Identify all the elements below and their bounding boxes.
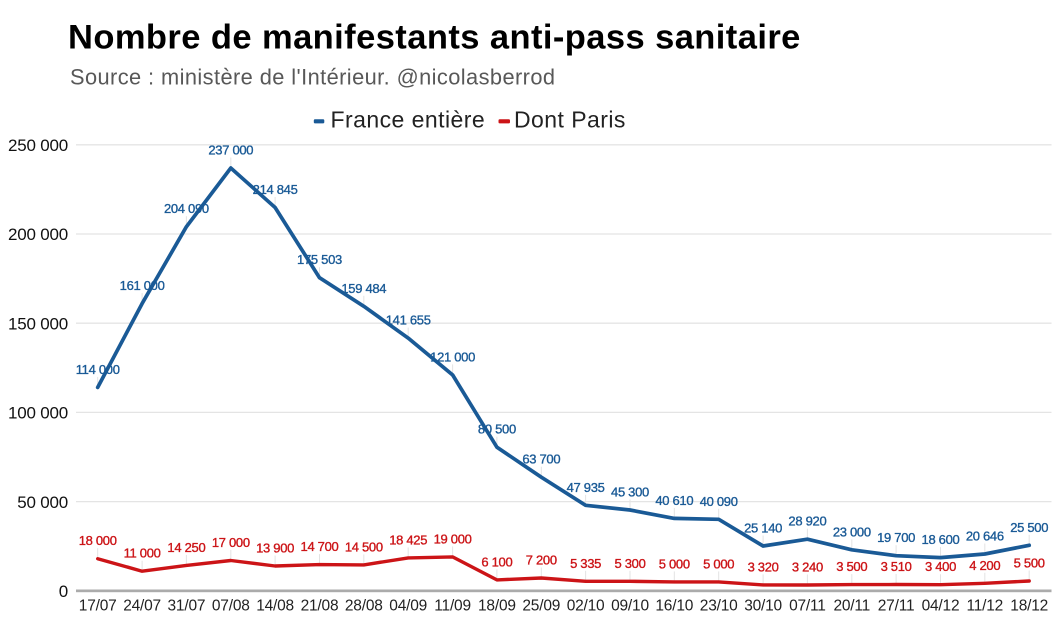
svg-text:13 900: 13 900 bbox=[256, 541, 294, 556]
svg-text:09/10: 09/10 bbox=[611, 598, 649, 615]
svg-text:17/07: 17/07 bbox=[79, 598, 117, 615]
svg-text:50 000: 50 000 bbox=[17, 493, 68, 512]
svg-text:25/09: 25/09 bbox=[522, 598, 560, 615]
svg-text:27/11: 27/11 bbox=[878, 598, 915, 615]
svg-text:5 500: 5 500 bbox=[1014, 556, 1045, 571]
svg-text:14 700: 14 700 bbox=[301, 539, 339, 554]
svg-text:14 500: 14 500 bbox=[345, 539, 383, 554]
svg-text:3 400: 3 400 bbox=[925, 559, 956, 574]
svg-text:175 503: 175 503 bbox=[297, 252, 342, 267]
svg-text:02/10: 02/10 bbox=[567, 598, 605, 615]
svg-text:21/08: 21/08 bbox=[301, 598, 339, 615]
svg-text:100 000: 100 000 bbox=[8, 404, 68, 423]
svg-text:04/12: 04/12 bbox=[922, 598, 960, 615]
svg-text:France entière: France entière bbox=[331, 107, 486, 133]
svg-text:07/11: 07/11 bbox=[789, 598, 826, 615]
svg-text:200 000: 200 000 bbox=[8, 225, 68, 244]
svg-text:17 000: 17 000 bbox=[212, 535, 250, 550]
svg-text:4 200: 4 200 bbox=[969, 558, 1000, 573]
svg-text:5 000: 5 000 bbox=[659, 556, 690, 571]
svg-text:Nombre de manifestants anti-pa: Nombre de manifestants anti-pass sanitai… bbox=[68, 19, 801, 57]
svg-text:11/09: 11/09 bbox=[434, 598, 471, 615]
svg-text:19 000: 19 000 bbox=[434, 531, 472, 546]
svg-text:0: 0 bbox=[59, 582, 68, 601]
svg-text:214 845: 214 845 bbox=[253, 182, 298, 197]
svg-text:141 655: 141 655 bbox=[386, 313, 431, 328]
svg-text:121 000: 121 000 bbox=[430, 349, 475, 364]
svg-text:45 300: 45 300 bbox=[611, 485, 649, 500]
svg-text:28/08: 28/08 bbox=[345, 598, 383, 615]
svg-text:47 935: 47 935 bbox=[567, 480, 605, 495]
svg-text:3 500: 3 500 bbox=[836, 559, 867, 574]
svg-text:18 600: 18 600 bbox=[922, 532, 960, 547]
svg-text:18/09: 18/09 bbox=[478, 598, 516, 615]
svg-text:5 335: 5 335 bbox=[570, 556, 601, 571]
svg-text:14/08: 14/08 bbox=[256, 598, 294, 615]
svg-text:07/08: 07/08 bbox=[212, 598, 250, 615]
svg-text:3 320: 3 320 bbox=[748, 559, 779, 574]
svg-text:14 250: 14 250 bbox=[167, 540, 205, 555]
svg-text:20/11: 20/11 bbox=[833, 598, 870, 615]
svg-text:40 610: 40 610 bbox=[655, 493, 693, 508]
svg-text:19 700: 19 700 bbox=[877, 530, 915, 545]
svg-text:5 300: 5 300 bbox=[614, 556, 645, 571]
svg-text:7 200: 7 200 bbox=[526, 553, 557, 568]
svg-text:3 510: 3 510 bbox=[881, 559, 912, 574]
svg-text:6 100: 6 100 bbox=[481, 554, 512, 569]
svg-text:25 500: 25 500 bbox=[1010, 520, 1048, 535]
svg-text:20 646: 20 646 bbox=[966, 529, 1004, 544]
svg-text:30/10: 30/10 bbox=[744, 598, 782, 615]
svg-text:63 700: 63 700 bbox=[522, 452, 560, 467]
svg-text:150 000: 150 000 bbox=[8, 314, 68, 333]
svg-text:3 240: 3 240 bbox=[792, 560, 823, 575]
svg-text:11/12: 11/12 bbox=[966, 598, 1003, 615]
svg-text:204 090: 204 090 bbox=[164, 201, 209, 216]
svg-text:Dont Paris: Dont Paris bbox=[514, 107, 626, 133]
svg-text:23/10: 23/10 bbox=[700, 598, 738, 615]
svg-text:159 484: 159 484 bbox=[341, 281, 386, 296]
svg-text:16/10: 16/10 bbox=[655, 598, 693, 615]
svg-text:Source : ministère de l'Intéri: Source : ministère de l'Intérieur. @nico… bbox=[70, 64, 555, 89]
svg-text:18 425: 18 425 bbox=[389, 532, 427, 547]
svg-text:24/07: 24/07 bbox=[123, 598, 161, 615]
svg-text:18/12: 18/12 bbox=[1010, 598, 1048, 615]
svg-text:25 140: 25 140 bbox=[744, 521, 782, 536]
svg-text:80 500: 80 500 bbox=[478, 422, 516, 437]
svg-text:5 000: 5 000 bbox=[703, 556, 734, 571]
svg-text:23 000: 23 000 bbox=[833, 524, 871, 539]
svg-text:250 000: 250 000 bbox=[8, 136, 68, 155]
svg-text:28 920: 28 920 bbox=[788, 514, 826, 529]
svg-text:11 000: 11 000 bbox=[124, 546, 161, 561]
svg-text:04/09: 04/09 bbox=[389, 598, 427, 615]
svg-text:18 000: 18 000 bbox=[79, 533, 117, 548]
svg-text:237 000: 237 000 bbox=[208, 143, 253, 158]
svg-text:114 000: 114 000 bbox=[76, 362, 120, 377]
svg-text:161 000: 161 000 bbox=[120, 278, 165, 293]
svg-text:40 090: 40 090 bbox=[700, 494, 738, 509]
svg-text:31/07: 31/07 bbox=[168, 598, 206, 615]
